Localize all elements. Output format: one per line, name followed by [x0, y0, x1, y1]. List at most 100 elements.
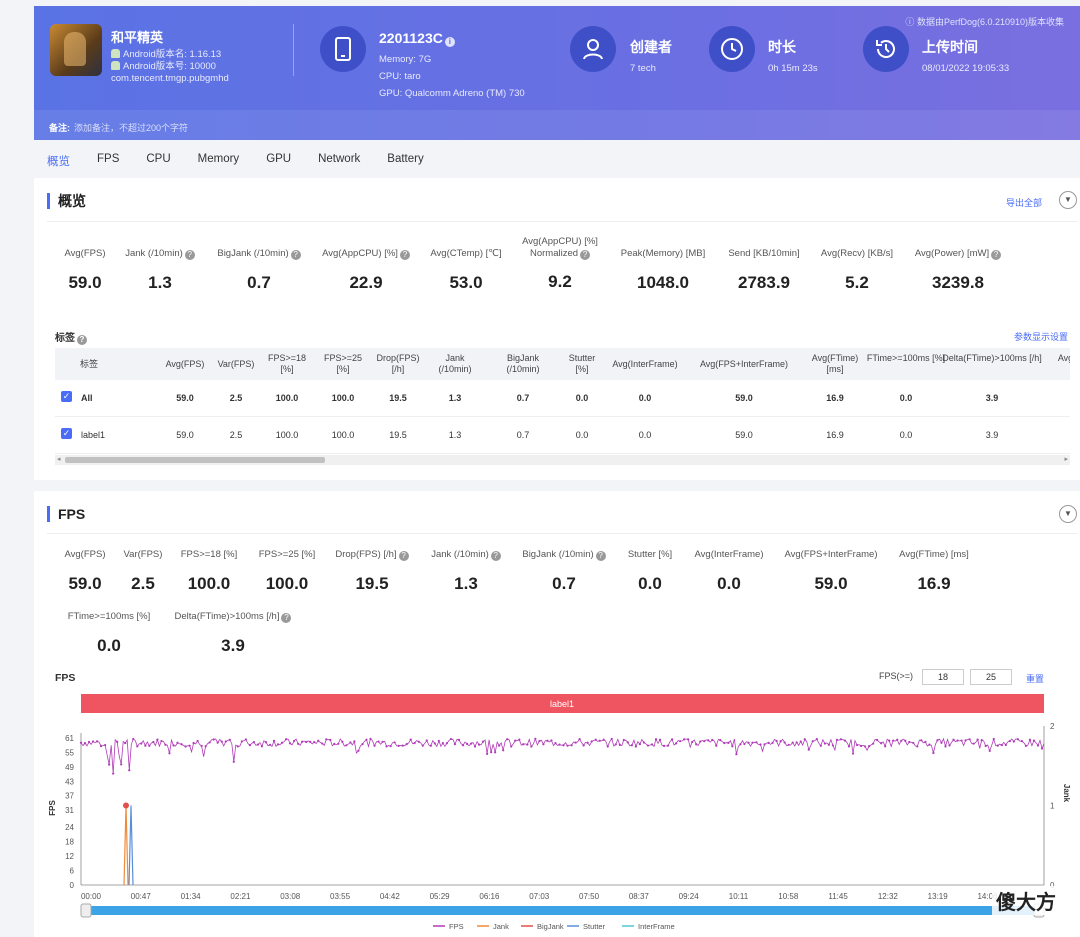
fps-point	[389, 744, 392, 748]
help-icon[interactable]: ?	[184, 250, 195, 260]
fps-point	[481, 740, 485, 743]
fps-threshold-input-1[interactable]: 18	[922, 669, 964, 685]
table-cell: 2.5	[229, 430, 243, 440]
fps-chart[interactable]: label1 06121824313743495561012 00:0000:4…	[40, 690, 1080, 937]
fps-point	[160, 739, 163, 743]
fps-point	[293, 739, 296, 743]
table-cell: 3.9	[985, 430, 999, 440]
collapse-icon[interactable]: ▼	[1059, 505, 1077, 523]
table-cell: 0.0	[638, 430, 652, 440]
help-icon[interactable]: ?	[290, 250, 301, 260]
help-icon[interactable]: ?	[595, 551, 606, 561]
x-tick-label: 04:42	[380, 892, 401, 901]
fps-point	[916, 745, 919, 748]
stat-value: 59.0	[68, 574, 102, 593]
tab-battery[interactable]: Battery	[387, 153, 424, 165]
help-icon[interactable]: ?	[398, 551, 409, 561]
label-band[interactable]	[81, 694, 1044, 713]
x-tick-label: 00:00	[81, 892, 102, 901]
fps-threshold-input-2[interactable]: 25	[970, 669, 1012, 685]
row-checkbox[interactable]: ✓	[61, 428, 72, 439]
fps-point	[984, 744, 987, 748]
fps-point	[859, 744, 863, 748]
fps-point	[783, 741, 786, 744]
fps-point	[964, 739, 967, 742]
fps-point	[674, 742, 678, 745]
export-all-link[interactable]: 导出全部	[1006, 198, 1043, 208]
fps-point	[819, 744, 822, 747]
fps-point	[775, 739, 778, 743]
fps-point	[156, 738, 159, 741]
scrollbar-thumb[interactable]	[65, 457, 325, 463]
fps-point	[397, 744, 400, 747]
fps-point	[542, 743, 545, 746]
fps-point	[594, 738, 597, 741]
table-cell: 16.9	[826, 393, 844, 403]
fps-point	[683, 738, 686, 741]
tab-memory[interactable]: Memory	[197, 153, 240, 165]
help-icon[interactable]: ?	[281, 613, 292, 623]
tab-gpu[interactable]: GPU	[266, 153, 292, 165]
tab-fps[interactable]: FPS	[97, 153, 120, 165]
fps-point	[550, 739, 553, 742]
time-range-slider[interactable]	[81, 906, 1044, 915]
fps-point	[863, 745, 867, 748]
fps-point	[880, 742, 883, 745]
fps-point	[100, 745, 103, 748]
help-icon[interactable]: ?	[490, 551, 501, 561]
slider-handle-left[interactable]	[80, 903, 92, 918]
fps-series-line	[80, 737, 1045, 774]
tab-network[interactable]: Network	[318, 153, 361, 165]
fps-point	[980, 739, 983, 742]
fps-point	[188, 744, 191, 747]
table-cell: 100.0	[275, 393, 299, 403]
collapse-icon[interactable]: ▼	[1059, 191, 1077, 209]
x-tick-label: 07:50	[579, 892, 600, 901]
column-header: 标签	[80, 359, 99, 369]
fps-point	[711, 738, 714, 742]
fps-point	[952, 738, 955, 741]
param-settings-link[interactable]: 参数显示设置	[1014, 332, 1069, 342]
tab-overview[interactable]: 概览	[47, 156, 70, 168]
stat-value: 3.9	[221, 636, 245, 655]
table-scrollbar[interactable]: ◂ ▸	[55, 455, 1070, 465]
fps-point	[180, 743, 183, 746]
fps-point	[128, 769, 131, 772]
fps-point	[353, 740, 356, 743]
table-cell: 1.3	[448, 393, 462, 403]
x-tick-label: 01:34	[181, 892, 202, 901]
x-tick-label: 13:19	[928, 892, 949, 901]
fps-point	[791, 741, 794, 744]
table-cell: 100.0	[331, 430, 355, 440]
fps-point	[425, 739, 428, 742]
fps-point	[120, 763, 123, 766]
y-tick-label: 12	[65, 852, 74, 861]
stat-item: Peak(Memory) [MB] 1048.0	[603, 248, 723, 293]
stat-value: 19.5	[355, 574, 389, 593]
y2-tick-label: 0	[1050, 881, 1055, 890]
fps-point	[421, 744, 424, 747]
help-icon[interactable]: ?	[399, 250, 410, 260]
fps-point	[108, 763, 111, 766]
fps-chart-title: FPS	[55, 672, 76, 684]
table-cell: 0.0	[638, 393, 652, 403]
remark-input[interactable]: 备注: 添加备注，不超过200个字符	[34, 110, 1080, 140]
fps-point	[614, 743, 617, 746]
help-icon[interactable]: ?	[580, 250, 591, 260]
x-tick-label: 02:21	[230, 892, 251, 901]
fps-point	[972, 742, 975, 745]
fps-point	[196, 739, 199, 743]
row-checkbox[interactable]: ✓	[61, 391, 72, 402]
fps-point	[104, 743, 107, 747]
fps-point	[908, 740, 911, 744]
fps-point	[280, 741, 284, 744]
help-icon[interactable]: ?	[991, 250, 1002, 260]
reset-link[interactable]: 重置	[1026, 674, 1045, 684]
fps-point	[486, 752, 489, 756]
tab-cpu[interactable]: CPU	[146, 153, 171, 165]
table-cell: 0.7	[516, 430, 530, 440]
stat-value: 2.5	[131, 574, 155, 593]
fps-point	[200, 744, 203, 748]
fps-point	[1004, 743, 1007, 747]
fps-point	[385, 745, 388, 748]
